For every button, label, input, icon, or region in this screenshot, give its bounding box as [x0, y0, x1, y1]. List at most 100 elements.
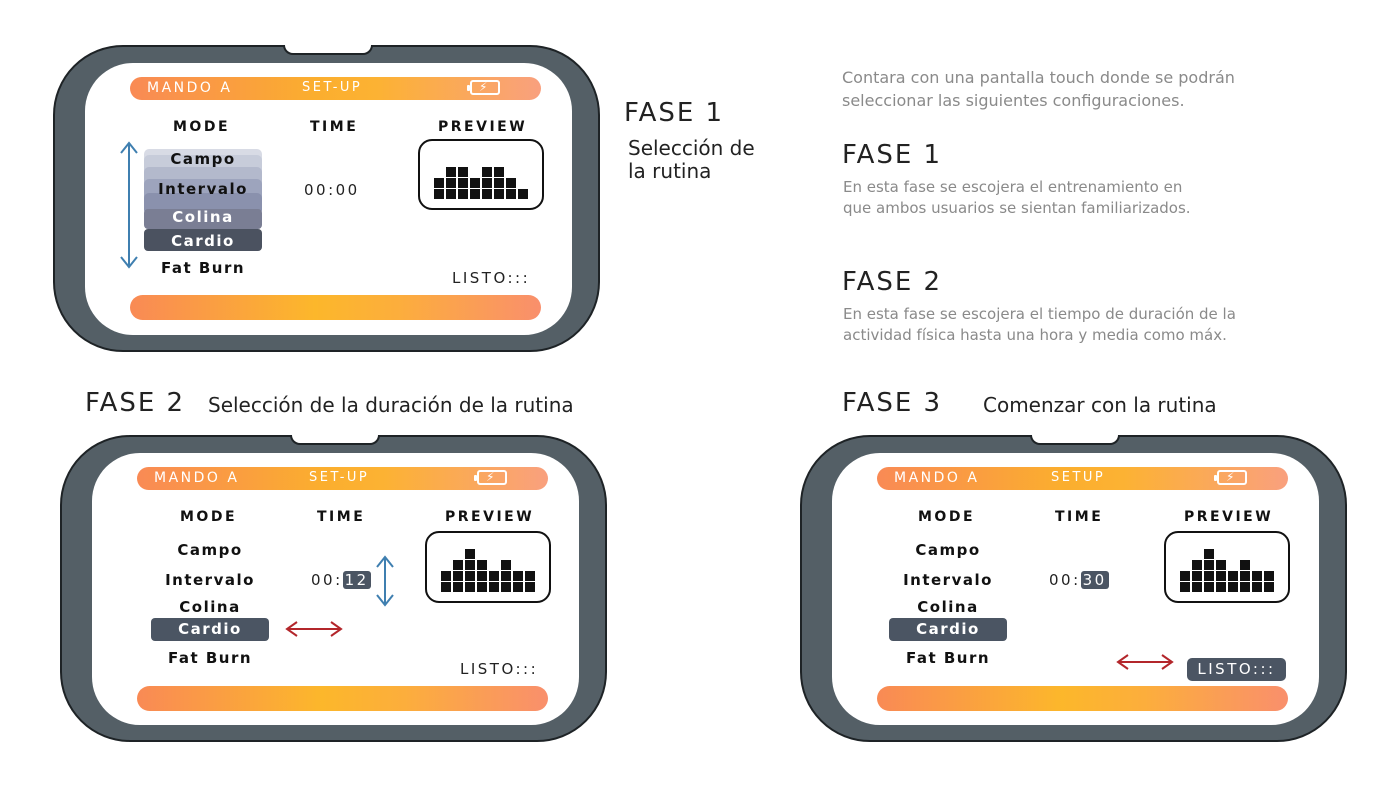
- setup-title: SET-UP: [309, 470, 370, 485]
- horizontal-arrow-icon: [1116, 654, 1174, 670]
- phase1-subtitle-line2: la rutina: [628, 159, 712, 183]
- desc-fase2-line2: actividad física hasta una hora y media …: [843, 326, 1227, 344]
- mode-item-fat-burn[interactable]: Fat Burn: [160, 259, 246, 277]
- preview-block: [1204, 582, 1214, 592]
- device-fase-1: MANDO A SET-UP ⚡ MODE TIME PREVIEW Campo…: [53, 45, 600, 352]
- vertical-arrow-icon[interactable]: [375, 555, 395, 607]
- preview-block: [434, 178, 444, 188]
- mode-item-cardio-selected[interactable]: Cardio: [151, 618, 269, 641]
- battery-charging-icon: ⚡: [467, 80, 500, 95]
- time-minutes-selected[interactable]: 12: [342, 571, 371, 589]
- preview-chart: [434, 167, 528, 199]
- mode-item-cardio[interactable]: Cardio: [171, 232, 235, 250]
- mode-item-colina[interactable]: Colina: [917, 598, 979, 616]
- time-display[interactable]: 00:00: [304, 181, 360, 199]
- preview-block: [1204, 560, 1214, 570]
- device-screen: MANDO A SETUP ⚡ MODE TIME PREVIEW Campo …: [832, 453, 1319, 725]
- preview-block: [494, 189, 504, 199]
- preview-block: [477, 571, 487, 581]
- preview-block: [477, 560, 487, 570]
- remote-title: MANDO A: [894, 470, 980, 486]
- preview-block: [501, 571, 511, 581]
- phase2-subtitle: Selección de la duración de la rutina: [208, 393, 574, 417]
- time-header: TIME: [317, 509, 366, 525]
- mode-header: MODE: [180, 509, 238, 525]
- preview-block: [518, 189, 528, 199]
- preview-block: [482, 178, 492, 188]
- preview-chart: [1180, 549, 1274, 592]
- preview-box: [1164, 531, 1290, 603]
- desc-fase1-title: FASE 1: [842, 140, 943, 170]
- preview-block: [501, 582, 511, 592]
- preview-block: [1228, 582, 1238, 592]
- device-notch: [1030, 435, 1120, 445]
- mode-list: [144, 149, 262, 253]
- preview-block: [465, 582, 475, 592]
- setup-title: SETUP: [1051, 470, 1106, 485]
- preview-block: [513, 571, 523, 581]
- preview-block: [482, 189, 492, 199]
- preview-block: [453, 560, 463, 570]
- preview-block: [470, 178, 480, 188]
- preview-header: PREVIEW: [1184, 509, 1274, 525]
- device-notch: [290, 435, 380, 445]
- preview-block: [446, 189, 456, 199]
- mode-item-campo[interactable]: Campo: [177, 541, 243, 559]
- preview-block: [458, 178, 468, 188]
- mode-item-campo[interactable]: Campo: [915, 541, 981, 559]
- device-fase-3: MANDO A SETUP ⚡ MODE TIME PREVIEW Campo …: [800, 435, 1347, 742]
- top-bar: MANDO A SETUP ⚡: [877, 467, 1288, 490]
- time-header: TIME: [1055, 509, 1104, 525]
- setup-title: SET-UP: [302, 80, 363, 95]
- preview-block: [1192, 560, 1202, 570]
- preview-block: [441, 582, 451, 592]
- mode-item-intervalo[interactable]: Intervalo: [165, 571, 255, 589]
- time-prefix: 00:: [311, 571, 343, 589]
- preview-chart: [441, 549, 535, 592]
- preview-block: [1240, 560, 1250, 570]
- time-minutes-selected[interactable]: 30: [1080, 571, 1109, 589]
- desc-fase2-title: FASE 2: [842, 267, 943, 297]
- scroll-arrow-icon[interactable]: [120, 141, 138, 269]
- time-header: TIME: [310, 119, 359, 135]
- preview-block: [1264, 582, 1274, 592]
- preview-block: [1204, 549, 1214, 559]
- time-display[interactable]: 00: 30: [1049, 571, 1109, 589]
- mode-bg-layer: [144, 229, 262, 251]
- mode-item-colina[interactable]: Colina: [172, 208, 234, 226]
- listo-button[interactable]: LISTO:::: [452, 269, 531, 287]
- bottom-bar: [137, 686, 548, 711]
- mode-item-fat-burn[interactable]: Fat Burn: [905, 649, 991, 667]
- time-display[interactable]: 00: 12: [311, 571, 371, 589]
- top-bar: MANDO A SET-UP ⚡: [130, 77, 541, 100]
- mode-item-intervalo[interactable]: Intervalo: [158, 180, 248, 198]
- intro-text-line2: seleccionar las siguientes configuracion…: [842, 91, 1185, 110]
- mode-item-cardio-selected[interactable]: Cardio: [889, 618, 1007, 641]
- preview-block: [513, 582, 523, 592]
- mode-item-colina[interactable]: Colina: [179, 598, 241, 616]
- mode-item-intervalo[interactable]: Intervalo: [903, 571, 993, 589]
- remote-title: MANDO A: [154, 470, 240, 486]
- device-fase-2: MANDO A SET-UP ⚡ MODE TIME PREVIEW Campo…: [60, 435, 607, 742]
- device-screen: MANDO A SET-UP ⚡ MODE TIME PREVIEW Campo…: [85, 63, 572, 335]
- desc-fase1-line2: que ambos usuarios se sientan familiariz…: [843, 199, 1191, 217]
- listo-button[interactable]: LISTO:::: [460, 660, 539, 678]
- preview-block: [458, 189, 468, 199]
- mode-bg-layer: [144, 209, 262, 229]
- top-bar: MANDO A SET-UP ⚡: [137, 467, 548, 490]
- mode-item-campo[interactable]: Campo: [170, 150, 236, 168]
- bottom-bar: [130, 295, 541, 320]
- phase3-subtitle: Comenzar con la rutina: [983, 393, 1217, 417]
- listo-button-selected[interactable]: LISTO:::: [1187, 658, 1286, 681]
- preview-block: [1180, 582, 1190, 592]
- preview-block: [501, 560, 511, 570]
- preview-block: [1216, 582, 1226, 592]
- preview-block: [453, 582, 463, 592]
- time-prefix: 00:: [1049, 571, 1081, 589]
- preview-block: [506, 178, 516, 188]
- preview-block: [458, 167, 468, 177]
- bottom-bar: [877, 686, 1288, 711]
- mode-item-fat-burn[interactable]: Fat Burn: [167, 649, 253, 667]
- preview-block: [1192, 582, 1202, 592]
- preview-block: [494, 178, 504, 188]
